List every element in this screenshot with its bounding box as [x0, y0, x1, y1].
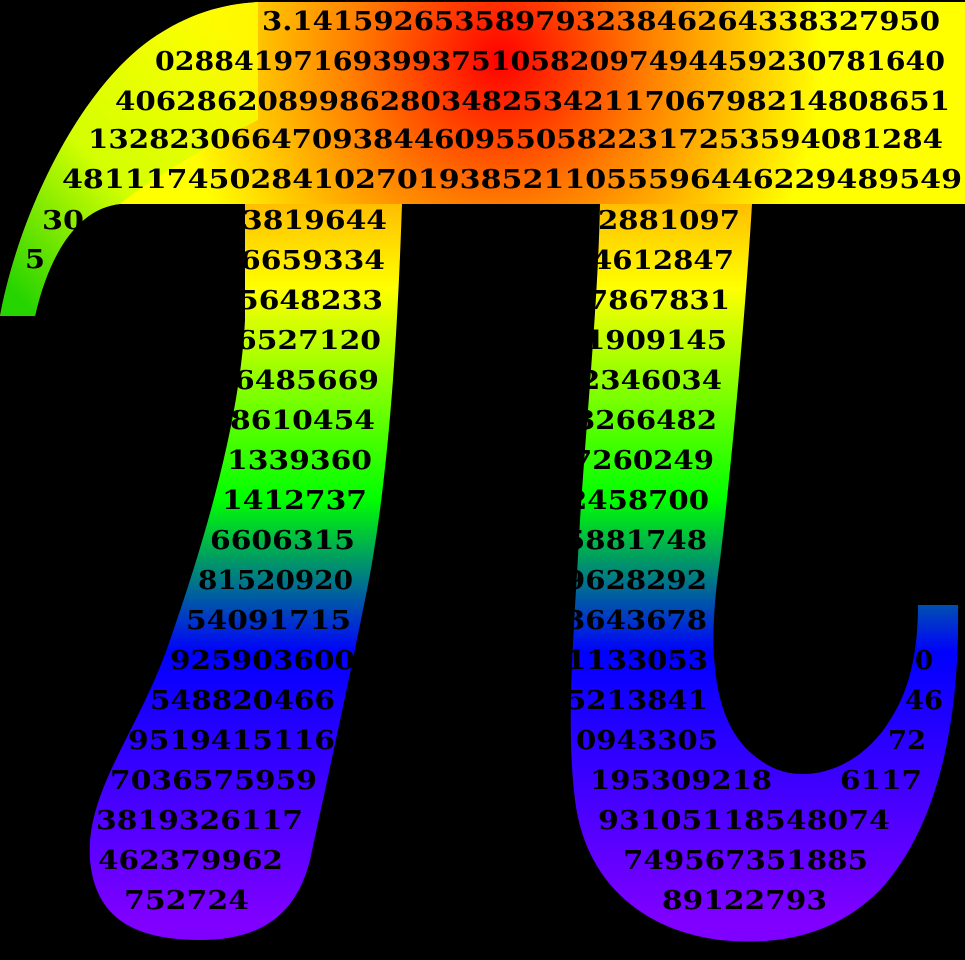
right-leg-digits-line: 0943305: [576, 726, 718, 756]
left-leg-digits-line: 462379962: [98, 846, 283, 876]
left-leg-digits-line: 548820466: [150, 686, 335, 716]
left-leg-digits-line: 6659334: [240, 246, 385, 276]
hook-digits-line: 30: [42, 206, 84, 236]
tail-digits-line: 0: [915, 646, 933, 676]
right-leg-digits-line: 749567351885: [623, 846, 868, 876]
left-leg-digits-line: 3819326117: [96, 806, 303, 836]
left-leg-digits-line: 925903600: [170, 646, 355, 676]
crossbar-digits-line: 0288419716939937510582097494459230781640: [155, 47, 945, 77]
crossbar-digits-line: 4811174502841027019385211055596446229489…: [62, 165, 962, 195]
pi-digits-text: 3.14159265358979323846264338327950 028841…: [25, 7, 962, 916]
pi-hook-shape: [0, 2, 258, 316]
right-leg-digits-line: 7867831: [588, 286, 730, 316]
crossbar-digits-line: 3.14159265358979323846264338327950: [262, 7, 940, 37]
crossbar-digits-line: 1328230664709384460955058223172535940812…: [88, 125, 943, 155]
right-leg-digits-line: 93105118548074: [598, 806, 890, 836]
right-leg-digits-line: 1909145: [585, 326, 727, 356]
right-leg-digits-line: 195309218: [590, 766, 772, 796]
left-leg-digits-line: 9519415116: [128, 726, 335, 756]
left-leg-digits-line: 7036575959: [110, 766, 317, 796]
right-leg-digits-line: 5881748: [565, 526, 707, 556]
right-leg-digits-line: 2881097: [598, 206, 740, 236]
pi-left-leg-shape: [89, 204, 402, 940]
tail-digits-line: 6117: [840, 766, 922, 796]
right-leg-digits-line: 2346034: [580, 366, 722, 396]
left-leg-digits-line: 8610454: [230, 406, 375, 436]
left-leg-digits-line: 6527120: [236, 326, 381, 356]
right-leg-digits-line: 2458700: [567, 486, 709, 516]
pi-right-leg-shape: [570, 204, 959, 942]
left-leg-digits-line: 6606315: [210, 526, 355, 556]
left-leg-digits-line: 3819644: [242, 206, 387, 236]
right-leg-digits-line: 4612847: [592, 246, 734, 276]
tail-digits-line: 72: [888, 726, 926, 756]
right-leg-digits-line: 89122793: [662, 886, 827, 916]
left-leg-digits-line: 6485669: [234, 366, 379, 396]
crossbar-digits-line: 4062862089986280348253421170679821480865…: [115, 87, 950, 117]
right-leg-digits-line: 5213841: [566, 686, 708, 716]
right-leg-digits-line: 9628292: [565, 566, 707, 596]
right-leg-digits-line: 3643678: [565, 606, 707, 636]
left-leg-digits-line: 54091715: [186, 606, 351, 636]
left-leg-digits-line: 81520920: [198, 566, 353, 596]
right-leg-digits-line: 3266482: [575, 406, 717, 436]
hook-digits-line: 5: [25, 245, 45, 275]
right-leg-digits-line: 1133053: [566, 646, 708, 676]
left-leg-digits-line: 1339360: [227, 446, 372, 476]
left-leg-digits-line: 1412737: [222, 486, 367, 516]
tail-digits-line: 46: [905, 686, 943, 716]
right-leg-digits-line: 7260249: [572, 446, 714, 476]
left-leg-digits-line: 5648233: [238, 286, 383, 316]
left-leg-digits-line: 752724: [124, 886, 249, 916]
